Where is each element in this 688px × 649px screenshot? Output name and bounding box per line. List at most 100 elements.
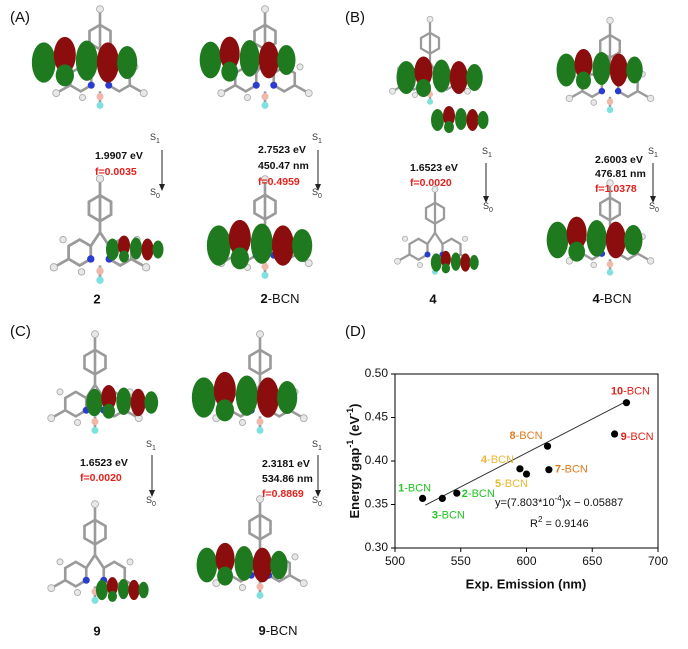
panel-label: (D) <box>345 323 366 340</box>
oscillator-strength: f=0.0020 <box>80 472 122 484</box>
point-label-suffix: -BCN <box>404 482 431 494</box>
state-letter: S <box>146 495 152 505</box>
energy: 1.6523 eV <box>80 457 128 469</box>
state-index: 0 <box>655 207 659 214</box>
state-index: 0 <box>156 193 160 200</box>
y-tick-label: 0.40 <box>365 453 389 467</box>
compound-name: 2 <box>93 291 100 306</box>
r-squared: R2 = 0.9146 <box>530 515 589 530</box>
data-point <box>545 466 553 474</box>
state-letter: S <box>312 439 318 449</box>
energy: 1.9907 eV <box>95 150 143 162</box>
compound-name: 9-BCN <box>258 623 297 638</box>
panel-label: (A) <box>10 9 30 26</box>
point-label-number: 9 <box>621 431 627 443</box>
compound-name: 9 <box>93 623 100 638</box>
panel-label: (C) <box>10 323 31 340</box>
data-point <box>543 442 552 450</box>
oscillator-strength: f=0.0035 <box>95 166 137 178</box>
point-label: 9-BCN <box>621 431 654 443</box>
point-label-suffix: -BCN <box>623 386 650 398</box>
state-letter: S <box>312 132 318 142</box>
state-index: 1 <box>318 445 322 452</box>
y-tick-label: 0.35 <box>365 497 389 511</box>
state-letter: S <box>150 132 156 142</box>
state-label: S0 <box>312 495 322 507</box>
state-letter: S <box>312 187 318 197</box>
plot-frame <box>394 373 659 549</box>
state-letter: S <box>649 201 655 211</box>
state-letter: S <box>648 146 654 156</box>
point-label: 2-BCN <box>462 488 495 500</box>
point-label-number: 3 <box>432 509 438 521</box>
point-label-number: 7 <box>555 464 561 476</box>
state-label: S0 <box>649 201 659 213</box>
x-axis-label: Exp. Emission (nm) <box>466 576 587 591</box>
state-index: 0 <box>489 207 493 214</box>
point-label-number: 2 <box>462 488 468 500</box>
state-label: S1 <box>648 146 658 158</box>
energy: 2.3181 eV <box>262 458 310 470</box>
energy: 2.6003 eV <box>595 154 643 166</box>
panel-label: (B) <box>345 9 365 26</box>
point-label-suffix: -BCN <box>501 478 528 490</box>
point-label: 4-BCN <box>481 454 514 466</box>
data-point <box>419 494 427 503</box>
oscillator-strength: f=1.0378 <box>595 183 637 195</box>
point-label: 5-BCN <box>495 478 528 490</box>
state-index: 1 <box>156 138 160 145</box>
state-letter: S <box>312 495 318 505</box>
oscillator-strength: f=0.0020 <box>410 177 452 189</box>
state-label: S1 <box>312 132 322 144</box>
point-label-suffix: -BCN <box>561 464 588 476</box>
point-label-number: 10 <box>611 386 623 398</box>
point-label-number: 5 <box>495 478 501 490</box>
data-point <box>622 399 631 407</box>
state-label: S1 <box>312 439 322 451</box>
point-label: 10-BCN <box>611 386 650 398</box>
state-index: 1 <box>318 138 322 145</box>
point-label: 8-BCN <box>510 430 543 442</box>
state-index: 1 <box>152 445 156 452</box>
state-index: 1 <box>654 152 658 159</box>
state-label: S0 <box>483 201 493 213</box>
compound-name: 2-BCN <box>260 291 299 306</box>
point-label-number: 8 <box>510 430 516 442</box>
data-point <box>516 465 524 473</box>
state-label: S0 <box>146 495 156 507</box>
point-label-suffix: -BCN <box>468 488 495 500</box>
state-index: 0 <box>318 193 322 200</box>
compound-name: 4 <box>429 291 437 306</box>
state-label: S1 <box>146 439 156 451</box>
energy: 1.6523 eV <box>410 162 458 174</box>
wavelength: 476.81 nm <box>595 168 646 180</box>
state-letter: S <box>483 201 489 211</box>
point-label-suffix: -BCN <box>438 509 465 521</box>
y-axis-label: Energy gap-1 (eV-1) <box>345 403 362 518</box>
data-point <box>522 470 531 478</box>
state-letter: S <box>482 146 488 156</box>
state-letter: S <box>150 187 156 197</box>
wavelength: 450.47 nm <box>258 160 309 172</box>
state-index: 1 <box>488 152 492 159</box>
transition-arrows <box>151 150 654 492</box>
energy: 2.7523 eV <box>258 144 306 156</box>
y-tick-label: 0.45 <box>365 410 389 424</box>
state-label: S1 <box>482 146 492 158</box>
point-label-suffix: -BCN <box>487 454 514 466</box>
point-label: 7-BCN <box>555 464 588 476</box>
state-index: 0 <box>318 501 322 508</box>
fit-equation: y=(7.803*10-4)x − 0.05887 <box>495 494 623 509</box>
data-point <box>453 489 461 497</box>
state-letter: S <box>146 439 152 449</box>
point-label: 1-BCN <box>398 482 431 494</box>
oscillator-strength: f=0.4959 <box>258 176 300 188</box>
x-tick-label: 600 <box>516 554 536 568</box>
point-label-suffix: -BCN <box>627 431 654 443</box>
fit-line <box>425 400 627 506</box>
data-point <box>438 494 446 503</box>
point-label-number: 1 <box>398 482 404 494</box>
molecule-render <box>388 14 656 277</box>
state-index: 0 <box>152 501 156 508</box>
